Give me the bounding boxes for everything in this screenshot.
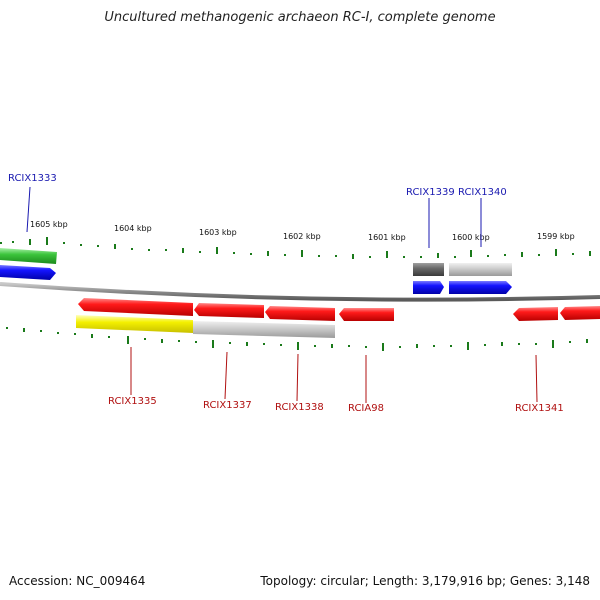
gene-blue-left[interactable] <box>0 265 56 280</box>
gene-red-edge[interactable] <box>560 306 600 320</box>
kbp-label-1602: 1602 kbp <box>283 232 321 241</box>
gene-label-rcix1338[interactable]: RCIX1338 <box>275 402 324 413</box>
kbp-label-1599: 1599 kbp <box>537 232 575 241</box>
kbp-label-1600: 1600 kbp <box>452 233 490 242</box>
gene-darkgray[interactable] <box>413 263 444 276</box>
leader-lines <box>26 186 538 403</box>
gene-label-rcia98[interactable]: RCIA98 <box>348 403 384 414</box>
kbp-label-1604: 1604 kbp <box>114 224 152 233</box>
gene-lightgray-right[interactable] <box>449 263 512 276</box>
gene-red-rcix1337[interactable] <box>194 303 264 318</box>
kbp-label-1601: 1601 kbp <box>368 233 406 242</box>
gene-red-rcix1341[interactable] <box>513 307 558 321</box>
topology-text: Topology: circular; Length: 3,179,916 bp… <box>260 574 590 588</box>
kbp-label-1605: 1605 kbp <box>30 220 68 229</box>
lower-tick-ring <box>6 327 588 351</box>
gene-blue-rcix1339[interactable] <box>413 281 444 294</box>
gene-label-rcix1335[interactable]: RCIX1335 <box>108 396 157 407</box>
gene-yellow[interactable] <box>76 315 193 333</box>
accession-text: Accession: NC_009464 <box>9 574 146 588</box>
gene-label-rcix1339[interactable]: RCIX1339 <box>406 187 455 198</box>
gene-green[interactable] <box>0 248 57 264</box>
genome-backbone <box>0 282 600 302</box>
gene-label-rcix1340[interactable]: RCIX1340 <box>458 187 507 198</box>
kbp-label-1603: 1603 kbp <box>199 228 237 237</box>
gene-blue-rcix1340[interactable] <box>449 281 512 294</box>
upper-tick-ring <box>0 237 591 259</box>
gene-red-rcia98[interactable] <box>339 308 394 321</box>
gene-lightgray-lower[interactable] <box>193 321 335 338</box>
gene-label-rcix1333[interactable]: RCIX1333 <box>8 173 57 184</box>
gene-label-rcix1341[interactable]: RCIX1341 <box>515 403 564 414</box>
gene-label-rcix1337[interactable]: RCIX1337 <box>203 400 252 411</box>
page-title: Uncultured methanogenic archaeon RC-I, c… <box>104 10 496 25</box>
gene-red-rcix1335[interactable] <box>78 298 193 316</box>
gene-red-rcix1338[interactable] <box>265 306 335 321</box>
